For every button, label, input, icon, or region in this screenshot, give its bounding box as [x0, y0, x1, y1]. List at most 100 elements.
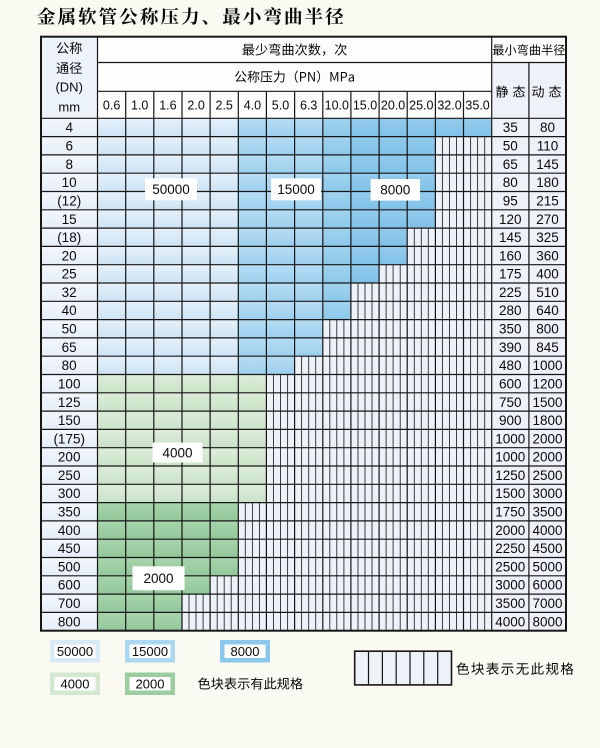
- svg-text:80: 80: [540, 120, 555, 135]
- svg-text:1500: 1500: [495, 486, 525, 501]
- svg-text:50000: 50000: [57, 644, 93, 659]
- svg-text:10.0: 10.0: [325, 98, 349, 112]
- svg-text:1250: 1250: [495, 468, 525, 483]
- svg-text:(12): (12): [57, 194, 81, 209]
- svg-text:225: 225: [499, 285, 522, 300]
- svg-text:2.0: 2.0: [187, 98, 204, 112]
- svg-text:4000: 4000: [162, 445, 192, 460]
- svg-text:80: 80: [503, 175, 518, 190]
- svg-text:(DN): (DN): [55, 80, 82, 95]
- svg-text:1500: 1500: [532, 395, 562, 410]
- svg-text:1.0: 1.0: [131, 98, 148, 112]
- svg-text:4000: 4000: [532, 523, 562, 538]
- svg-text:120: 120: [499, 212, 522, 227]
- svg-text:390: 390: [499, 340, 522, 355]
- svg-text:480: 480: [499, 358, 522, 373]
- svg-text:700: 700: [58, 596, 81, 611]
- svg-text:35.0: 35.0: [465, 98, 489, 112]
- svg-text:35: 35: [503, 120, 518, 135]
- svg-text:65: 65: [62, 340, 77, 355]
- svg-text:2000: 2000: [143, 571, 173, 586]
- svg-text:50: 50: [62, 322, 77, 337]
- svg-text:160: 160: [499, 248, 522, 263]
- svg-text:7000: 7000: [532, 596, 562, 611]
- svg-text:6000: 6000: [532, 578, 562, 593]
- svg-text:800: 800: [536, 322, 559, 337]
- svg-text:3000: 3000: [532, 486, 562, 501]
- svg-text:510: 510: [536, 285, 559, 300]
- svg-text:15000: 15000: [132, 644, 168, 659]
- svg-text:4000: 4000: [61, 676, 90, 691]
- svg-text:(18): (18): [57, 230, 81, 245]
- svg-text:25: 25: [62, 267, 77, 282]
- svg-text:3000: 3000: [495, 578, 525, 593]
- svg-text:5000: 5000: [532, 559, 562, 574]
- svg-text:400: 400: [536, 267, 559, 282]
- svg-text:6: 6: [65, 139, 73, 154]
- svg-text:15000: 15000: [277, 182, 315, 197]
- svg-text:50: 50: [503, 139, 518, 154]
- svg-text:350: 350: [499, 322, 522, 337]
- svg-text:175: 175: [499, 267, 522, 282]
- svg-text:3500: 3500: [495, 596, 525, 611]
- svg-text:400: 400: [58, 523, 81, 538]
- svg-text:32.0: 32.0: [437, 98, 461, 112]
- svg-text:800: 800: [58, 614, 81, 629]
- svg-text:15: 15: [62, 212, 77, 227]
- svg-text:350: 350: [58, 505, 81, 520]
- svg-text:360: 360: [536, 248, 559, 263]
- svg-text:2500: 2500: [495, 559, 525, 574]
- svg-text:2500: 2500: [532, 468, 562, 483]
- svg-text:8: 8: [65, 157, 73, 172]
- svg-text:50000: 50000: [152, 182, 190, 197]
- svg-text:(175): (175): [53, 431, 85, 446]
- svg-text:0.6: 0.6: [103, 98, 120, 112]
- svg-text:600: 600: [499, 376, 522, 391]
- svg-text:280: 280: [499, 303, 522, 318]
- svg-text:270: 270: [536, 212, 559, 227]
- svg-text:1800: 1800: [532, 413, 562, 428]
- svg-text:25.0: 25.0: [409, 98, 433, 112]
- svg-text:300: 300: [58, 486, 81, 501]
- svg-text:180: 180: [536, 175, 559, 190]
- svg-text:15.0: 15.0: [353, 98, 377, 112]
- svg-text:20: 20: [62, 248, 77, 263]
- svg-text:145: 145: [499, 230, 522, 245]
- svg-text:215: 215: [536, 194, 559, 209]
- svg-text:900: 900: [499, 413, 522, 428]
- svg-text:32: 32: [62, 285, 77, 300]
- svg-text:80: 80: [62, 358, 77, 373]
- svg-text:600: 600: [58, 578, 81, 593]
- svg-text:1200: 1200: [532, 376, 562, 391]
- svg-text:1000: 1000: [495, 450, 525, 465]
- svg-text:5.0: 5.0: [272, 98, 289, 112]
- svg-text:1.6: 1.6: [159, 98, 176, 112]
- svg-text:8000: 8000: [231, 644, 260, 659]
- svg-text:2000: 2000: [532, 450, 562, 465]
- svg-text:4000: 4000: [495, 614, 525, 629]
- svg-text:1000: 1000: [495, 431, 525, 446]
- svg-text:150: 150: [58, 413, 81, 428]
- svg-text:2250: 2250: [495, 541, 525, 556]
- svg-text:750: 750: [499, 395, 522, 410]
- svg-text:4: 4: [65, 120, 73, 135]
- svg-text:4500: 4500: [532, 541, 562, 556]
- svg-text:200: 200: [58, 450, 81, 465]
- svg-text:10: 10: [62, 175, 77, 190]
- svg-text:250: 250: [58, 468, 81, 483]
- svg-text:2000: 2000: [495, 523, 525, 538]
- svg-text:40: 40: [62, 303, 77, 318]
- svg-text:20.0: 20.0: [381, 98, 405, 112]
- svg-text:4.0: 4.0: [244, 98, 261, 112]
- svg-text:2.5: 2.5: [216, 98, 233, 112]
- svg-text:500: 500: [58, 559, 81, 574]
- svg-text:640: 640: [536, 303, 559, 318]
- svg-text:8000: 8000: [532, 614, 562, 629]
- svg-text:125: 125: [58, 395, 81, 410]
- svg-text:110: 110: [537, 139, 559, 154]
- svg-text:100: 100: [58, 376, 81, 391]
- svg-text:8000: 8000: [380, 183, 410, 198]
- svg-text:1000: 1000: [532, 358, 562, 373]
- svg-text:95: 95: [503, 194, 518, 209]
- svg-text:6.3: 6.3: [300, 98, 317, 112]
